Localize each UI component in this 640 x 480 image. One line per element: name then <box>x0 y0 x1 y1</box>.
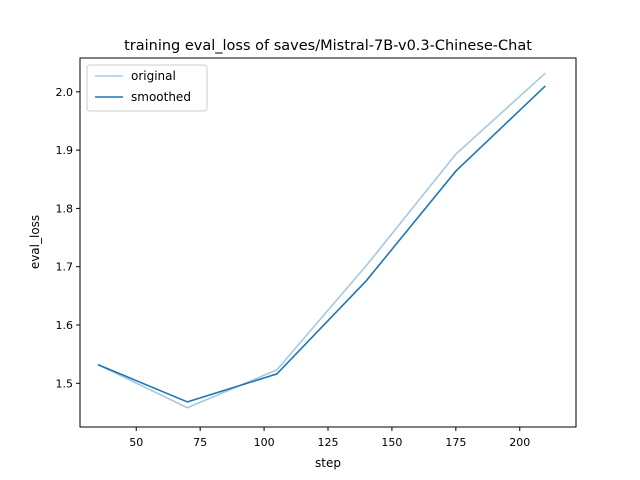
y-tick-label: 1.5 <box>56 377 74 390</box>
x-tick-label: 175 <box>445 436 466 449</box>
y-tick-label: 2.0 <box>56 86 74 99</box>
chart-title: training eval_loss of saves/Mistral-7B-v… <box>124 38 532 54</box>
x-tick-label: 125 <box>318 436 339 449</box>
x-axis: 50 75 100 125 150 175 200 <box>129 427 530 449</box>
y-tick-label: 1.8 <box>56 202 74 215</box>
series-line-original <box>97 72 546 409</box>
x-tick-label: 200 <box>509 436 530 449</box>
legend-label-original: original <box>131 69 176 83</box>
series-line-smoothed <box>97 85 546 403</box>
legend-label-smoothed: smoothed <box>131 90 191 104</box>
series-layer <box>97 72 546 409</box>
x-tick-label: 75 <box>193 436 207 449</box>
y-axis: 1.5 1.6 1.7 1.8 1.9 2.0 <box>56 86 80 390</box>
y-axis-label: eval_loss <box>28 215 42 269</box>
x-tick-label: 150 <box>381 436 402 449</box>
x-tick-label: 100 <box>254 436 275 449</box>
legend: original smoothed <box>86 64 208 112</box>
y-tick-label: 1.7 <box>56 261 74 274</box>
y-tick-label: 1.6 <box>56 319 74 332</box>
y-tick-label: 1.9 <box>56 144 74 157</box>
x-tick-label: 50 <box>129 436 143 449</box>
x-axis-label: step <box>315 456 341 470</box>
